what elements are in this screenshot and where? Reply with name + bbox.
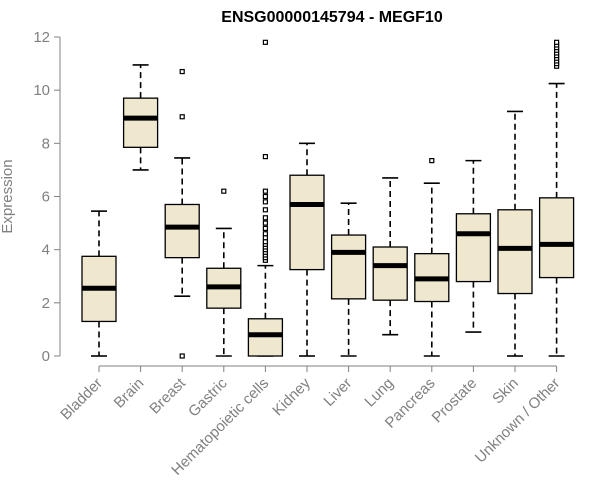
box-kidney	[289, 142, 325, 357]
outlier-point	[221, 188, 227, 194]
iqr-box	[455, 213, 492, 283]
y-axis: 0 2 4 6 8 10 12	[33, 29, 61, 365]
outlier-point	[262, 231, 268, 237]
box-breast	[164, 68, 200, 359]
box-gastric	[206, 188, 242, 357]
outlier-point	[553, 39, 560, 45]
outlier-point	[179, 114, 185, 120]
boxes	[81, 39, 575, 359]
iqr-box	[164, 203, 200, 259]
y-tick-label: 0	[42, 348, 50, 365]
outlier-point	[262, 193, 268, 200]
x-tick-label: Skin	[489, 375, 522, 408]
x-tick-label: Liver	[320, 375, 355, 410]
x-tick-label: Prostate	[429, 375, 481, 427]
outlier-point	[262, 199, 268, 205]
box-skin	[497, 110, 533, 357]
outlier-point	[262, 225, 268, 231]
outlier-point	[262, 215, 268, 221]
x-tick-label: Brain	[111, 375, 148, 412]
box-hematopoietic-cells	[247, 39, 284, 357]
box-brain	[122, 64, 159, 171]
iqr-box	[497, 209, 533, 295]
box-prostate	[455, 159, 492, 333]
y-tick-label: 12	[33, 29, 50, 46]
iqr-box	[122, 97, 159, 148]
x-tick-label: Breast	[146, 374, 189, 417]
iqr-box	[538, 197, 575, 279]
outlier-point	[262, 39, 268, 45]
outlier-point	[179, 68, 185, 75]
x-tick-label: Lung	[361, 375, 397, 411]
chart-title: ENSG00000145794 - MEGF10	[221, 9, 443, 26]
y-tick-label: 6	[42, 189, 50, 206]
outlier-point	[262, 154, 268, 160]
box-bladder	[81, 210, 117, 357]
y-tick-label: 4	[42, 242, 50, 259]
y-axis-label: Expression	[0, 159, 16, 233]
iqr-box	[330, 234, 367, 300]
y-tick-label: 8	[42, 135, 50, 152]
outlier-point	[179, 353, 185, 359]
outlier-point	[262, 188, 268, 194]
box-pancreas	[414, 158, 450, 357]
y-tick-label: 10	[33, 82, 50, 99]
iqr-box	[247, 318, 284, 357]
y-tick-label: 2	[42, 295, 50, 312]
box-lung	[372, 177, 408, 336]
iqr-box	[289, 174, 325, 271]
outlier-point	[429, 158, 435, 164]
box-unknown-other	[538, 39, 575, 357]
outlier-point	[262, 220, 268, 226]
box-liver	[330, 202, 367, 357]
x-tick-label: Kidney	[269, 374, 314, 419]
x-tick-label: Bladder	[57, 375, 106, 424]
outlier-point	[262, 207, 268, 213]
iqr-box	[372, 246, 408, 301]
